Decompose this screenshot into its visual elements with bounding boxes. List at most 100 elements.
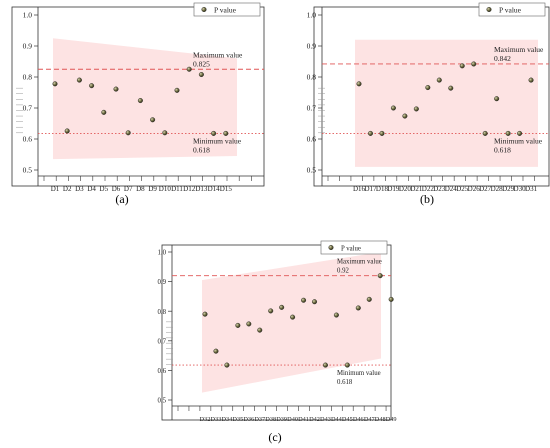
data-point bbox=[471, 61, 477, 67]
x-tick-label: D16 bbox=[353, 185, 366, 193]
max-value-text: 0.825 bbox=[193, 59, 210, 68]
x-tick-label: D1 bbox=[51, 185, 60, 193]
legend-box bbox=[478, 2, 546, 17]
legend-marker bbox=[328, 244, 334, 250]
x-tick-label: D21 bbox=[410, 185, 423, 193]
data-point bbox=[257, 327, 263, 333]
legend-box bbox=[320, 240, 388, 255]
x-tick-label: D44 bbox=[331, 416, 343, 423]
x-tick-label: D17 bbox=[364, 185, 377, 193]
x-tick-label: D18 bbox=[376, 185, 389, 193]
data-point bbox=[390, 105, 396, 111]
y-tick-label: 1.0 bbox=[23, 11, 33, 20]
data-point bbox=[174, 87, 180, 93]
data-point bbox=[494, 96, 500, 102]
data-point bbox=[459, 63, 465, 69]
data-point bbox=[186, 66, 192, 72]
data-point bbox=[344, 362, 350, 368]
data-point bbox=[52, 81, 58, 87]
min-value-title: Minimum value bbox=[494, 136, 543, 145]
data-point bbox=[198, 72, 204, 78]
max-value-text: 0.842 bbox=[494, 54, 511, 63]
x-tick-label: D23 bbox=[433, 185, 446, 193]
y-tick-label: 0.7 bbox=[158, 338, 167, 345]
data-point bbox=[379, 130, 385, 136]
chart-panel-c: 0.5 0.6 0.7 0.8 0.9 1.0 Maximum value 0.92 Minim… bbox=[158, 240, 397, 423]
x-tick-label: D27 bbox=[479, 185, 492, 193]
data-point bbox=[162, 130, 168, 136]
max-value-title: Maximum value bbox=[494, 45, 544, 54]
y-tick-label: 0.9 bbox=[158, 279, 167, 286]
data-point bbox=[528, 77, 534, 83]
y-tick-label: 0.5 bbox=[307, 166, 317, 175]
data-point bbox=[436, 77, 442, 83]
data-point bbox=[235, 322, 241, 328]
min-value-text: 0.618 bbox=[494, 145, 511, 154]
data-point bbox=[355, 305, 361, 311]
x-tick-label: D35 bbox=[232, 416, 243, 423]
panel-label-a: (a) bbox=[115, 192, 128, 206]
y-tick-label: 0.9 bbox=[23, 42, 33, 51]
x-tick-label: D9 bbox=[148, 185, 157, 193]
data-point bbox=[402, 113, 408, 119]
data-point bbox=[101, 109, 107, 115]
y-tick-label: 0.7 bbox=[23, 104, 33, 113]
x-tick-label: D3 bbox=[75, 185, 84, 193]
x-tick-label: D47 bbox=[364, 416, 375, 423]
data-point bbox=[113, 86, 119, 92]
data-point bbox=[211, 130, 217, 136]
y-tick-label: 1.0 bbox=[158, 250, 167, 257]
confidence-band bbox=[202, 252, 381, 393]
x-tick-label: D14 bbox=[208, 185, 221, 193]
legend-marker bbox=[201, 6, 207, 12]
data-point bbox=[322, 362, 328, 368]
x-tick-label: D11 bbox=[171, 185, 183, 193]
y-tick-label: 0.5 bbox=[158, 398, 167, 405]
data-point bbox=[413, 106, 419, 112]
data-point bbox=[125, 130, 131, 136]
x-tick-label: D25 bbox=[456, 185, 469, 193]
y-tick-label: 0.8 bbox=[158, 309, 167, 316]
plot-frame bbox=[11, 6, 265, 187]
y-tick-label: 0.8 bbox=[23, 73, 33, 82]
x-tick-label: D2 bbox=[63, 185, 72, 193]
min-value-title: Minimum value bbox=[193, 136, 242, 145]
x-tick-label: D12 bbox=[183, 185, 196, 193]
data-point bbox=[505, 130, 511, 136]
x-tick-label: D29 bbox=[502, 185, 515, 193]
y-tick-label: 0.5 bbox=[23, 166, 33, 175]
x-tick-label: D20 bbox=[399, 185, 412, 193]
x-tick-label: D43 bbox=[320, 416, 331, 423]
y-tick-label: 0.7 bbox=[307, 104, 317, 113]
x-tick-label: D4 bbox=[87, 185, 96, 193]
panel-label-b: (b) bbox=[420, 192, 434, 206]
legend-box bbox=[193, 2, 261, 17]
y-tick-label: 0.6 bbox=[307, 135, 317, 144]
data-point bbox=[367, 130, 373, 136]
max-value-title: Maximum value bbox=[337, 259, 382, 266]
data-point bbox=[279, 304, 285, 310]
x-tick-label: D31 bbox=[525, 185, 538, 193]
data-point bbox=[137, 98, 143, 104]
data-point bbox=[202, 311, 208, 317]
legend-label: P value bbox=[341, 246, 361, 253]
legend-label: P value bbox=[499, 6, 522, 15]
data-point bbox=[312, 299, 318, 305]
data-point bbox=[356, 81, 362, 87]
x-tick-label: D28 bbox=[491, 185, 504, 193]
x-tick-label: D37 bbox=[254, 416, 265, 423]
x-tick-label: D45 bbox=[342, 416, 353, 423]
plot-frame bbox=[161, 244, 392, 421]
data-point bbox=[213, 348, 219, 354]
x-tick-label: D32 bbox=[200, 416, 211, 423]
x-tick-label: D46 bbox=[353, 416, 364, 423]
plot-frame bbox=[313, 6, 550, 187]
y-tick-label: 0.8 bbox=[307, 73, 317, 82]
data-point bbox=[448, 85, 454, 91]
y-tick-label: 0.6 bbox=[158, 368, 167, 375]
data-point bbox=[150, 117, 156, 123]
x-tick-label: D22 bbox=[422, 185, 435, 193]
